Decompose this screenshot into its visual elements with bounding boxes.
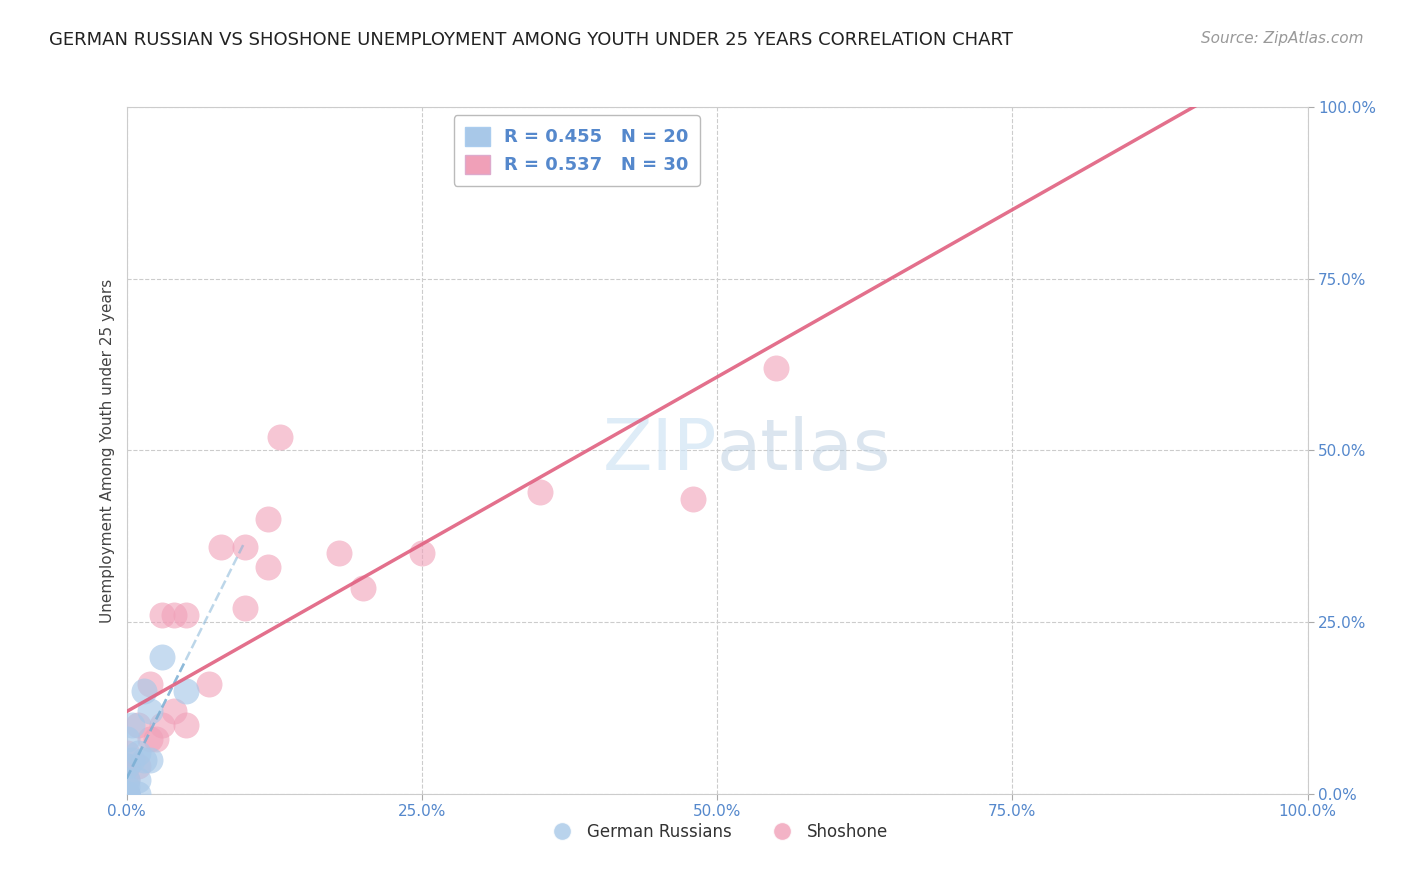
Point	[209, 540, 232, 554]
Point	[115, 787, 138, 801]
Point	[765, 361, 787, 376]
Text: Source: ZipAtlas.com: Source: ZipAtlas.com	[1201, 31, 1364, 46]
Text: GERMAN RUSSIAN VS SHOSHONE UNEMPLOYMENT AMONG YOUTH UNDER 25 YEARS CORRELATION C: GERMAN RUSSIAN VS SHOSHONE UNEMPLOYMENT …	[49, 31, 1014, 49]
Point	[328, 546, 350, 561]
Point	[115, 773, 138, 788]
Point	[139, 731, 162, 746]
Point	[257, 560, 280, 574]
Y-axis label: Unemployment Among Youth under 25 years: Unemployment Among Youth under 25 years	[100, 278, 115, 623]
Point	[127, 746, 149, 760]
Point	[134, 753, 156, 767]
Point	[127, 773, 149, 788]
Point	[174, 718, 197, 732]
Point	[127, 787, 149, 801]
Point	[139, 753, 162, 767]
Point	[163, 705, 186, 719]
Point	[127, 759, 149, 773]
Point	[174, 608, 197, 623]
Point	[139, 677, 162, 691]
Point	[352, 581, 374, 595]
Point	[115, 731, 138, 746]
Point	[411, 546, 433, 561]
Point	[127, 718, 149, 732]
Point	[174, 683, 197, 698]
Point	[198, 677, 221, 691]
Point	[529, 484, 551, 499]
Point	[150, 649, 173, 664]
Point	[115, 787, 138, 801]
Point	[115, 746, 138, 760]
Point	[115, 759, 138, 773]
Point	[150, 608, 173, 623]
Point	[115, 787, 138, 801]
Point	[121, 718, 143, 732]
Point	[115, 787, 138, 801]
Point	[269, 430, 291, 444]
Text: ZIP: ZIP	[603, 416, 717, 485]
Point	[115, 787, 138, 801]
Point	[115, 787, 138, 801]
Point	[145, 731, 167, 746]
Point	[115, 773, 138, 788]
Text: atlas: atlas	[717, 416, 891, 485]
Point	[150, 718, 173, 732]
Point	[163, 608, 186, 623]
Point	[233, 540, 256, 554]
Point	[134, 683, 156, 698]
Legend: German Russians, Shoshone: German Russians, Shoshone	[538, 816, 896, 847]
Point	[139, 705, 162, 719]
Point	[682, 491, 704, 506]
Point	[115, 780, 138, 794]
Point	[115, 787, 138, 801]
Point	[115, 759, 138, 773]
Point	[257, 512, 280, 526]
Point	[233, 601, 256, 615]
Point	[121, 753, 143, 767]
Point	[115, 787, 138, 801]
